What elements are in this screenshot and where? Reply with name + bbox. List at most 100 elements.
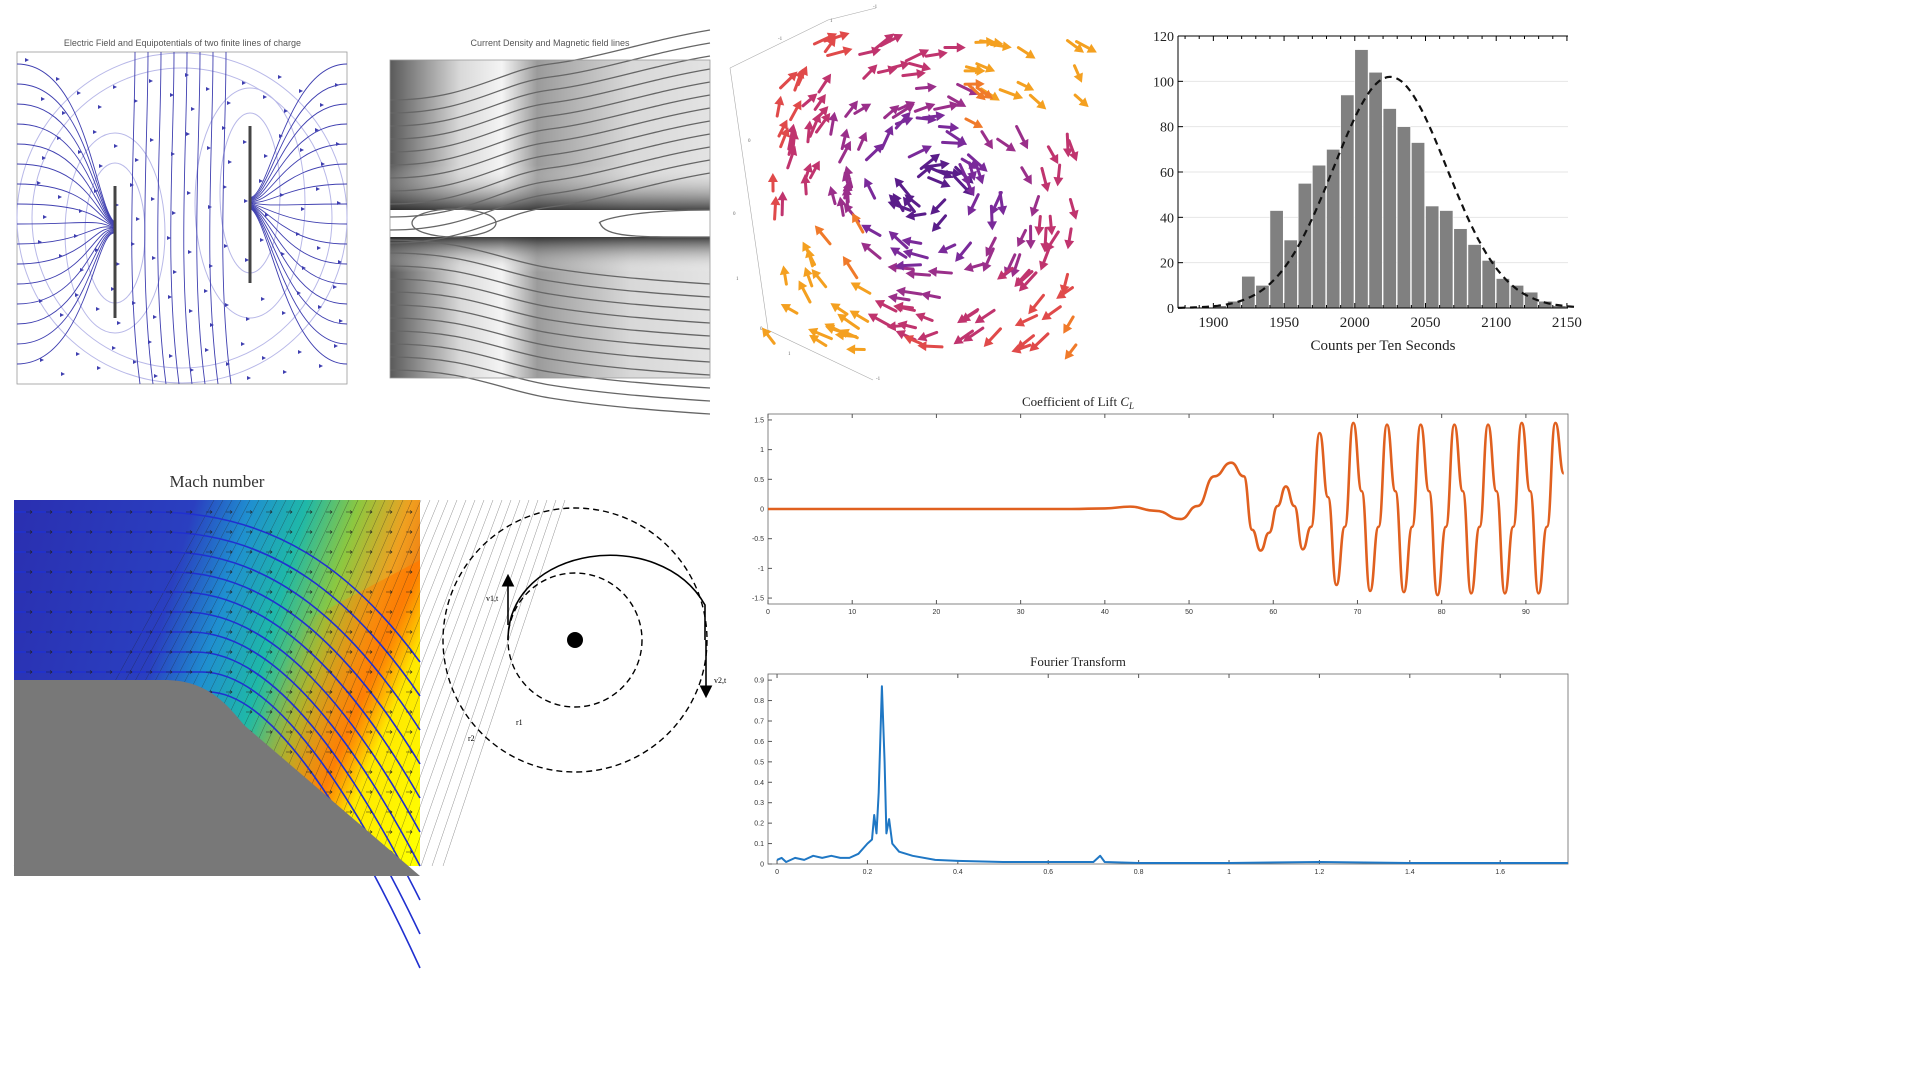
x-tick-label: 0.8: [1134, 869, 1144, 876]
field-line: [16, 183, 116, 228]
x-tick-label: 10: [848, 609, 856, 616]
y-tick-label: 80: [1160, 121, 1174, 136]
vector-arrowhead: [842, 46, 853, 57]
vector-arrowhead: [927, 266, 938, 277]
velocity-arrow: [166, 630, 173, 634]
velocity-arrow: [246, 510, 253, 514]
velocity-arrow: [306, 530, 313, 534]
vector-shaft: [945, 130, 964, 144]
field-line: [222, 51, 232, 385]
velocity-arrow: [366, 590, 373, 594]
vector-arrowhead: [987, 221, 998, 231]
field-arrow: [319, 364, 323, 368]
field-line: [389, 265, 711, 311]
vector-shaft: [891, 233, 909, 250]
velocity-arrow: [326, 630, 333, 634]
field-arrow: [25, 58, 29, 62]
x-tick-label: 1: [1227, 869, 1231, 876]
velocity-arrow: [266, 550, 273, 554]
velocity-arrow: [186, 570, 193, 574]
vector-arrowhead: [887, 292, 898, 303]
velocity-arrow: [86, 510, 93, 514]
field-arrow: [153, 315, 157, 319]
field-line: [389, 252, 711, 298]
vector-shaft: [973, 159, 983, 181]
streamline: [14, 631, 421, 867]
vector-shaft: [923, 162, 946, 169]
orbit-diagram: v1,t v2,t r1 r2: [442, 507, 727, 773]
field-arrow: [242, 81, 246, 85]
mach-line: [332, 499, 476, 867]
vector-arrowhead: [886, 321, 897, 332]
field-arrow: [185, 73, 189, 77]
histogram-bar: [1241, 275, 1256, 309]
histogram-bar: [1269, 210, 1284, 309]
vector-shaft: [966, 153, 985, 170]
velocity-arrow: [66, 670, 73, 674]
vector-arrowhead: [839, 328, 850, 338]
velocity-arrow: [306, 730, 313, 734]
velocity-arrow: [346, 550, 353, 554]
vector-arrowhead: [867, 313, 879, 323]
velocity-arrow: [266, 530, 273, 534]
velocity-arrow: [246, 530, 253, 534]
vector-arrowhead: [1034, 226, 1045, 236]
vector-arrowhead: [963, 332, 974, 342]
vector-arrowhead: [1068, 209, 1079, 220]
field-line: [389, 94, 711, 166]
velocity-arrow: [346, 630, 353, 634]
loop-line: [598, 209, 711, 238]
histogram-bar: [1425, 205, 1440, 309]
vector-shaft: [879, 35, 900, 48]
y-tick-label: 0.1: [754, 841, 764, 848]
vector-arrowhead: [974, 314, 986, 324]
field-arrow: [246, 317, 250, 321]
field-arrow: [58, 195, 62, 199]
mach-line: [420, 499, 548, 867]
vector-arrowhead: [900, 60, 911, 71]
velocity-arrow: [366, 810, 373, 814]
vector-arrowhead: [808, 327, 819, 338]
velocity-arrow: [386, 590, 393, 594]
velocity-arrow: [106, 550, 113, 554]
vector-arrowhead: [931, 221, 942, 232]
vector-arrowhead: [767, 172, 778, 183]
velocity-arrow: [86, 650, 93, 654]
vector-arrowhead: [949, 101, 960, 111]
velocity-arrow: [406, 570, 413, 574]
velocity-arrow: [366, 570, 373, 574]
vector-arrowhead: [1012, 90, 1024, 100]
mach-line: [398, 499, 530, 867]
vector-shaft: [986, 327, 1002, 345]
velocity-arrow: [286, 730, 293, 734]
velocity-arrow: [326, 530, 333, 534]
mach-plot: [13, 499, 566, 969]
vector-shaft: [826, 48, 849, 58]
vector-arrowhead: [811, 268, 822, 280]
field-line: [389, 55, 711, 127]
field-arrow: [112, 346, 116, 350]
transfer-orbit: [507, 554, 706, 641]
velocity-arrow: [406, 770, 413, 774]
field-line: [16, 103, 116, 225]
field-arrow: [284, 109, 288, 113]
field-line: [249, 103, 348, 200]
box-edge: [729, 67, 874, 381]
velocity-arrow: [346, 570, 353, 574]
field-arrow: [298, 350, 302, 354]
velocity-arrow: [346, 510, 353, 514]
axis-tick-label: -1: [778, 37, 783, 42]
vector-arrowhead: [1002, 41, 1012, 52]
velocity-arrow: [126, 630, 133, 634]
current-frame: [389, 59, 711, 379]
x-tick-label: 20: [933, 609, 941, 616]
velocity-arrow: [166, 530, 173, 534]
field-arrow: [131, 242, 135, 246]
vector-arrowhead: [905, 210, 915, 221]
field-arrow: [226, 362, 230, 366]
field-line: [389, 330, 711, 376]
vector-arrowhead: [1019, 138, 1029, 150]
chart-title: Fourier Transform: [1030, 654, 1126, 669]
velocity-arrow: [306, 550, 313, 554]
velocity-arrow: [366, 550, 373, 554]
